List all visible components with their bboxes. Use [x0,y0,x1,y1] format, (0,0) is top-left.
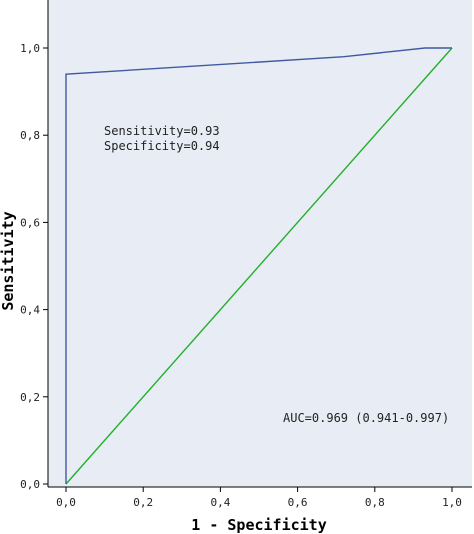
y-tick-label: 0,6 [20,216,40,229]
y-tick-label: 0,8 [20,129,40,142]
x-tick-label: 0,2 [133,496,153,509]
auc-annotation: AUC=0.969 (0.941-0.997) [283,411,449,425]
x-tick-label: 0,0 [56,496,76,509]
y-tick-label: 0,4 [20,304,40,317]
roc-curve [65,47,452,484]
plot-area [48,0,472,487]
y-tick-label: 0,0 [20,478,40,491]
x-tick-label: 0,8 [365,496,385,509]
y-tick-label: 1,0 [20,42,40,55]
reference-diagonal [65,47,453,485]
y-tick-label: 0,2 [20,391,40,404]
x-tick-label: 1,0 [442,496,462,509]
y-axis-title: Sensitivity [0,211,17,310]
x-axis-title: 1 - Specificity [191,516,326,534]
x-tick-label: 0,6 [288,496,308,509]
specificity-annotation: Specificity=0.94 [104,139,220,153]
x-tick-label: 0,4 [210,496,230,509]
sensitivity-annotation: Sensitivity=0.93 [104,124,220,138]
